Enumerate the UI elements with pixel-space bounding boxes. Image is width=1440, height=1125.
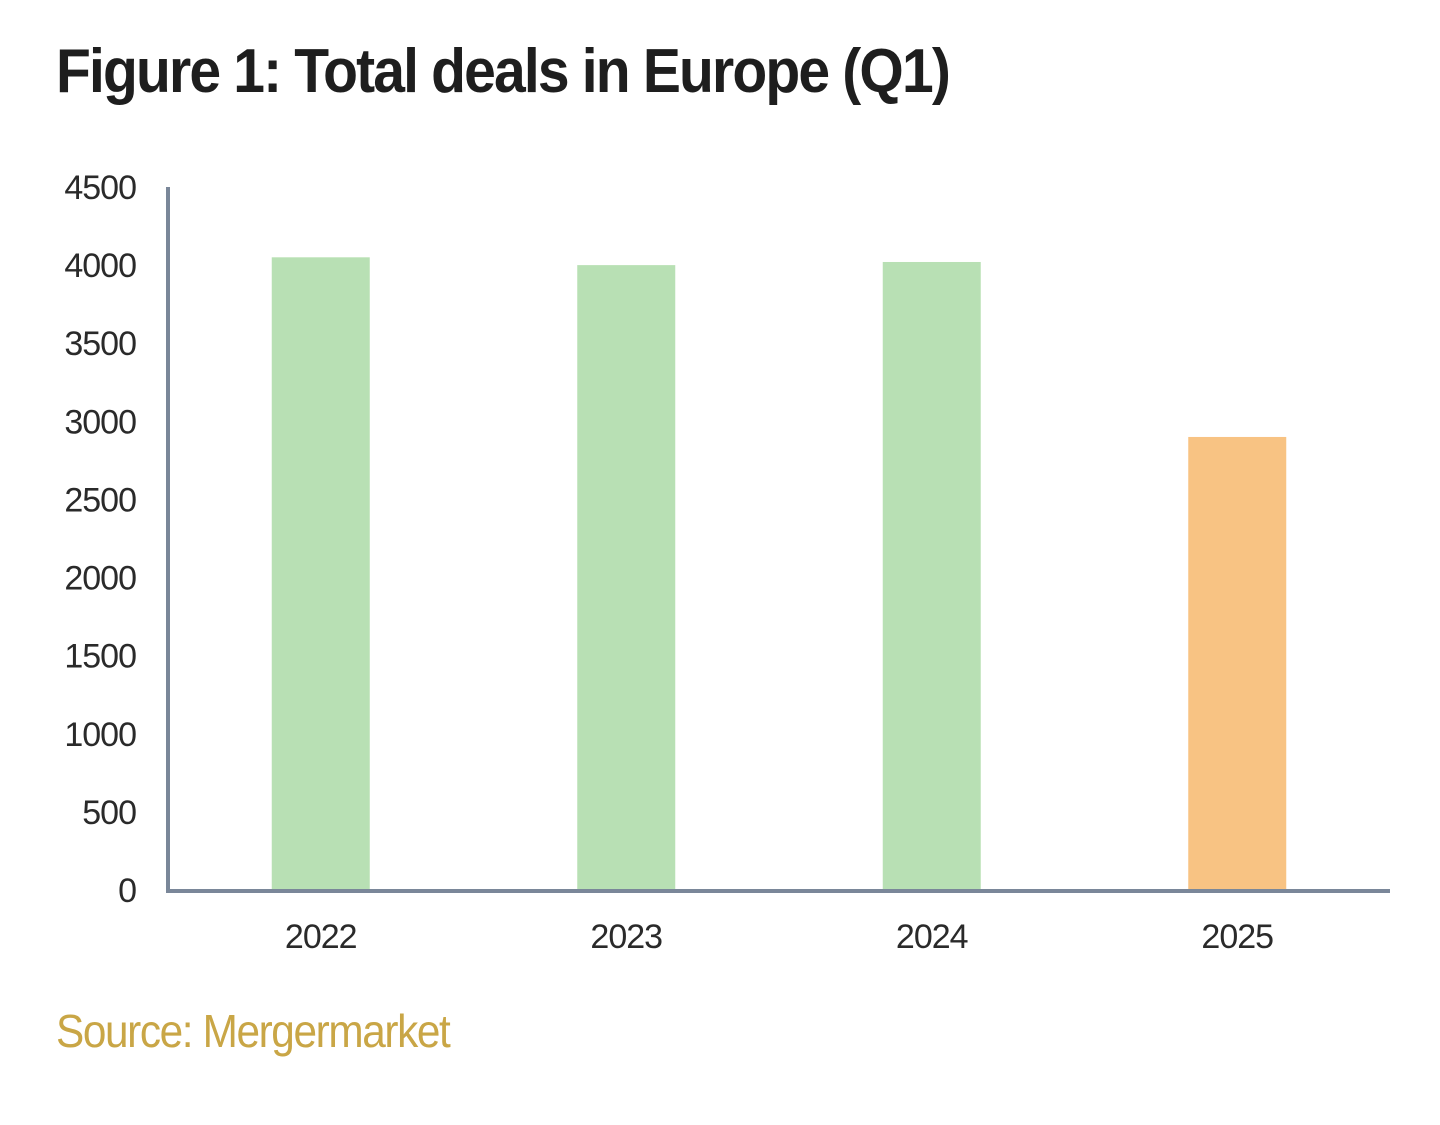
- y-tick-label: 1000: [64, 716, 136, 754]
- y-tick-label: 2500: [64, 481, 136, 519]
- bar-2022: [271, 257, 370, 890]
- y-tick-label: 0: [118, 872, 136, 910]
- y-tick-label: 3500: [64, 325, 136, 363]
- x-axis-labels: 2022 2023 2024 2025: [285, 918, 1274, 956]
- bar-2025: [1188, 436, 1287, 890]
- y-tick-label: 500: [82, 794, 136, 832]
- x-tick-label: 2024: [896, 918, 968, 956]
- chart-title: Figure 1: Total deals in Europe (Q1): [56, 37, 951, 106]
- y-tick-label: 3000: [64, 403, 136, 441]
- x-tick-label: 2022: [285, 918, 357, 956]
- x-tick-label: 2023: [590, 918, 662, 956]
- y-tick-label: 4500: [64, 169, 136, 207]
- bars: [271, 257, 1287, 891]
- x-tick-label: 2025: [1201, 918, 1273, 956]
- y-tick-label: 2000: [64, 560, 136, 598]
- y-axis-ticks: 0 500 1000 1500 2000 2500 3000 3500 4000 4500: [64, 169, 137, 910]
- bar-2024: [882, 261, 981, 890]
- bar-2023: [577, 265, 676, 891]
- y-tick-label: 4000: [64, 247, 136, 285]
- y-tick-label: 1500: [64, 638, 136, 676]
- source-note: Source: Mergermarket: [56, 1005, 451, 1057]
